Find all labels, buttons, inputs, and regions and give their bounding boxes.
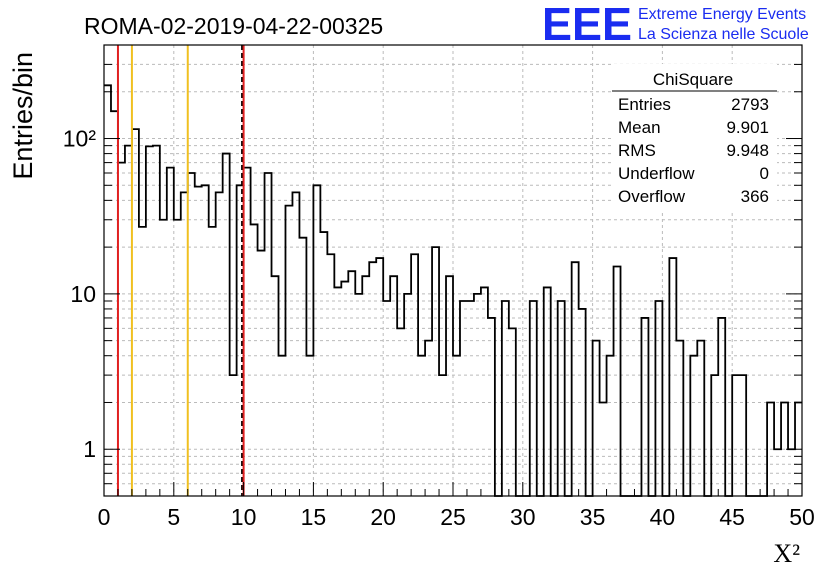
- histogram-layer: [104, 84, 802, 497]
- stats-title: ChiSquare: [653, 70, 733, 89]
- ticks-layer: 0 5 10 15 20 25 30 35 40 45 50 1 10 10²: [63, 44, 815, 530]
- stats-mean-value: 9.901: [726, 118, 769, 137]
- eee-logo-line2: La Scienza nelle Scuole: [638, 26, 809, 43]
- histogram-outline: [104, 84, 802, 497]
- x-tick-label: 45: [719, 504, 745, 530]
- cut-lines-layer: [116, 45, 245, 496]
- x-tick-label: 40: [650, 504, 676, 530]
- stats-entries-value: 2793: [731, 95, 769, 114]
- x-tick-label: 0: [98, 504, 111, 530]
- x-tick-label: 15: [301, 504, 327, 530]
- eee-logo-line1: Extreme Energy Events: [638, 6, 806, 23]
- stats-entries-label: Entries: [618, 95, 671, 114]
- y-tick-label: 10: [70, 281, 96, 307]
- stats-underflow-value: 0: [760, 164, 769, 183]
- y-tick-label: 10²: [63, 126, 97, 152]
- stats-underflow-label: Underflow: [618, 164, 695, 183]
- stats-mean-label: Mean: [618, 118, 661, 137]
- stats-box: ChiSquare Entries 2793 Mean 9.901 RMS 9.…: [612, 64, 777, 210]
- y-axis-label: Entries/bin: [8, 52, 38, 180]
- eee-logo: EEE Extreme Energy Events La Scienza nel…: [542, 0, 809, 50]
- x-tick-label: 50: [789, 504, 815, 530]
- x-tick-label: 35: [580, 504, 606, 530]
- stats-overflow-value: 366: [741, 187, 769, 206]
- eee-logo-mark: EEE: [542, 0, 632, 50]
- stats-box-background: [612, 64, 777, 210]
- x-axis-label: X²: [773, 539, 800, 568]
- stats-rms-label: RMS: [618, 141, 656, 160]
- x-tick-label: 5: [167, 504, 180, 530]
- x-tick-label: 10: [231, 504, 257, 530]
- stats-overflow-label: Overflow: [618, 187, 686, 206]
- x-tick-label: 30: [510, 504, 536, 530]
- y-tick-label: 1: [83, 436, 96, 462]
- x-tick-label: 20: [370, 504, 396, 530]
- chart-title: ROMA-02-2019-04-22-00325: [84, 13, 383, 39]
- x-tick-label: 25: [440, 504, 466, 530]
- stats-rms-value: 9.948: [726, 141, 769, 160]
